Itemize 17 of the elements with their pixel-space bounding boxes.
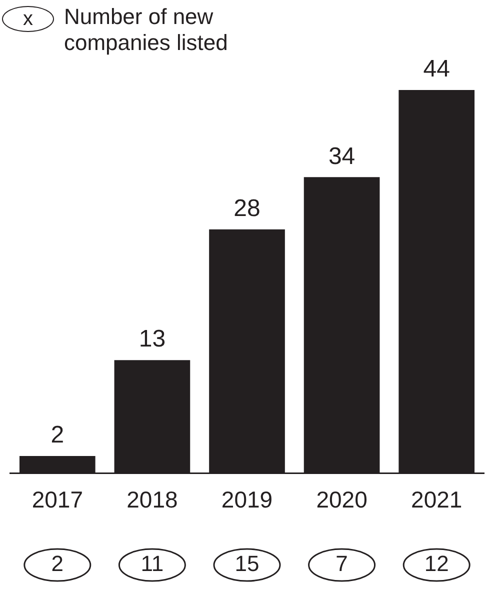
text: 2 [51,551,64,576]
data-label: 34 [328,142,356,170]
text: 7 [336,551,348,576]
x-tick-label: 2018 [126,486,178,513]
x-tick-label: 2021 [411,486,462,513]
x-tick-label: 2019 [221,486,273,513]
data-label: 13 [138,326,166,353]
text: 15 [234,551,260,576]
text: 12 [424,551,449,576]
x-tick-label: 2017 [32,486,83,513]
text: x [2,6,54,32]
data-label: 28 [234,195,260,222]
text: 11 [140,551,164,576]
x-tick-label: 2020 [316,486,368,513]
text: Number of new companies listed [64,4,229,56]
data-label: 2 [50,422,64,449]
data-label: 44 [423,56,450,83]
